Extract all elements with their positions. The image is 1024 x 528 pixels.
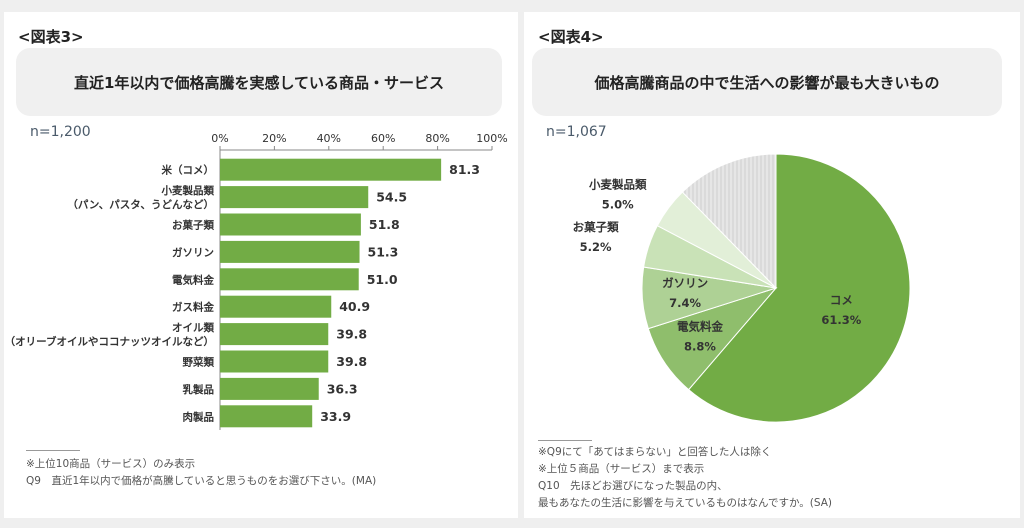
left-panel: <図表3> 直近1年以内で価格高騰を実感している商品・サービス n=1,200 … bbox=[4, 12, 518, 518]
pie-slice-value-label: 5.2% bbox=[580, 240, 612, 254]
category-label: 野菜類 bbox=[183, 356, 215, 369]
x-tick-label: 80% bbox=[425, 132, 449, 145]
x-tick-label: 60% bbox=[371, 132, 395, 145]
category-label: 電気料金 bbox=[172, 273, 214, 286]
bar-value-label: 81.3 bbox=[449, 162, 480, 177]
bar-value-label: 51.0 bbox=[367, 272, 398, 287]
bar bbox=[220, 405, 313, 428]
x-tick-label: 100% bbox=[476, 132, 507, 145]
bar-note-2: Q9 直近1年以内で価格が高騰していると思うものをお選び下さい。(MA) bbox=[26, 475, 377, 487]
category-label: お菓子類 bbox=[172, 219, 214, 232]
figure-label-4: <図表4> bbox=[538, 28, 604, 46]
pie-slice-label: コメ bbox=[830, 293, 853, 307]
pie-notes-divider bbox=[538, 440, 592, 441]
pie-slice-label: お菓子類 bbox=[573, 220, 619, 234]
pie-slice bbox=[687, 153, 911, 423]
pie-note-3: Q10 先ほどお選びになった製品の内、 bbox=[538, 480, 728, 492]
x-tick-label: 0% bbox=[211, 132, 228, 145]
bar bbox=[220, 240, 360, 263]
pie-chart-title-text: 価格高騰商品の中で生活への影響が最も大きいもの bbox=[594, 73, 940, 92]
pie-slice-label: 小麦製品類 bbox=[588, 177, 647, 191]
x-tick-label: 20% bbox=[262, 132, 286, 145]
bar-value-label: 39.8 bbox=[336, 327, 367, 342]
bar bbox=[220, 323, 329, 346]
category-label: 米（コメ） bbox=[161, 164, 215, 177]
bar-chart-sample-size: n=1,200 bbox=[30, 124, 91, 140]
bar-chart-title: 直近1年以内で価格高騰を実感している商品・サービス bbox=[16, 48, 502, 116]
bar-chart: 0% 20% 40% 60% 80% 100% 81.3 米（コメ） 54.5 小麦製品類（パン、… bbox=[5, 132, 508, 430]
bar-value-label: 54.5 bbox=[376, 190, 407, 205]
x-tick-label: 40% bbox=[317, 132, 341, 145]
bar-note-1: ※上位10商品（サービス）のみ表示 bbox=[26, 458, 196, 470]
bar bbox=[220, 268, 359, 291]
category-label: 小麦製品類 bbox=[161, 184, 215, 197]
pie-slice-value-label: 61.3% bbox=[821, 313, 861, 327]
bar bbox=[220, 377, 319, 400]
bar-value-label: 51.8 bbox=[369, 217, 400, 232]
pie-note-1: ※Q9にて「あてはまらない」と回答した人は除く bbox=[538, 446, 772, 458]
bar bbox=[220, 158, 442, 181]
bar-value-label: 39.8 bbox=[336, 354, 367, 369]
pie-slice-label: ガソリン bbox=[662, 276, 708, 290]
bar-value-label: 51.3 bbox=[368, 244, 399, 259]
bar bbox=[220, 186, 369, 209]
bar-value-label: 36.3 bbox=[327, 381, 358, 396]
category-label: （パン、パスタ、うどんなど） bbox=[67, 198, 214, 211]
pie-chart: コメ 61.3% 電気料金 8.8% ガソリン 7.4% お菓子類 5.2% 小麦製品類 5.0% bbox=[573, 153, 911, 423]
pie-chart-sample-size: n=1,067 bbox=[546, 124, 607, 140]
category-label: 乳製品 bbox=[183, 383, 215, 396]
pie-chart-title: 価格高騰商品の中で生活への影響が最も大きいもの bbox=[532, 48, 1002, 116]
bar-chart-title-text: 直近1年以内で価格高騰を実感している商品・サービス bbox=[74, 73, 444, 92]
figure-label-3: <図表3> bbox=[18, 28, 84, 46]
pie-slice bbox=[681, 153, 777, 290]
category-label: 肉製品 bbox=[183, 410, 215, 423]
pie-slice-value-label: 5.0% bbox=[602, 197, 634, 211]
pie-note-4: 最もあなたの生活に影響を与えているものはなんですか。(SA) bbox=[538, 497, 832, 509]
bar bbox=[220, 350, 329, 373]
right-panel: <図表4> 価格高騰商品の中で生活への影響が最も大きいもの n=1,067 コメ… bbox=[524, 12, 1020, 518]
bar bbox=[220, 213, 361, 236]
pie-slice-value-label: 7.4% bbox=[669, 296, 701, 310]
category-label: ガス料金 bbox=[172, 301, 214, 314]
category-label: （オリーブオイルやココナッツオイルなど） bbox=[5, 335, 214, 348]
pie-note-2: ※上位５商品（サービス）まで表示 bbox=[538, 463, 705, 475]
pie-slice-value-label: 8.8% bbox=[684, 339, 716, 353]
bar-value-label: 40.9 bbox=[339, 299, 370, 314]
category-label: オイル類 bbox=[172, 321, 214, 334]
bar-value-label: 33.9 bbox=[320, 409, 351, 424]
bar bbox=[220, 295, 332, 318]
bar-notes-divider bbox=[26, 450, 80, 451]
pie-slice-label: 電気料金 bbox=[677, 319, 723, 333]
category-label: ガソリン bbox=[172, 246, 214, 259]
